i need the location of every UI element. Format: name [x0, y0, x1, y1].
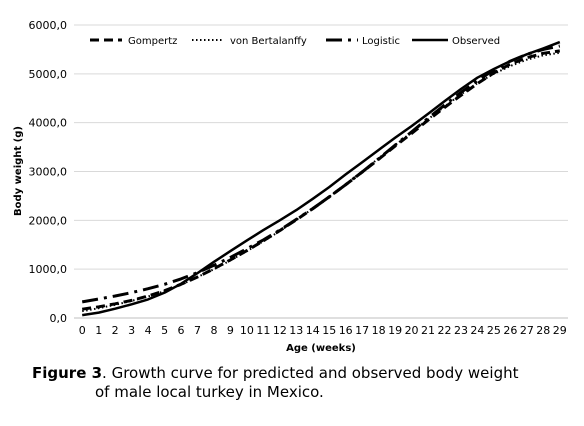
x-tick-label: 27 [520, 324, 534, 337]
series-line-gompertz [81, 49, 561, 311]
x-axis-ticks: 0 1 2 3 4 5 6 7 8 9 10 11 12 13 14 15 16 17 18 19 20 21 22 23 24… [79, 324, 567, 337]
gridlines [74, 24, 568, 319]
x-tick-label: 25 [487, 324, 501, 337]
x-tick-label: 11 [256, 324, 270, 337]
y-tick-label: 3000,0 [29, 166, 68, 179]
legend-label: von Bertalanffy [230, 36, 307, 47]
figure-caption: Figure 3. Growth curve for predicted and… [32, 364, 572, 402]
x-tick-label: 19 [388, 324, 402, 337]
x-tick-label: 21 [421, 324, 435, 337]
y-tick-label: 6000,0 [29, 19, 68, 32]
x-tick-label: 12 [273, 324, 287, 337]
legend: Gompertz von Bertalanffy Logistic Observed [90, 36, 500, 47]
x-tick-label: 8 [210, 324, 217, 337]
legend-label: Observed [452, 36, 500, 47]
series-line-von-bertalanffy [82, 51, 560, 313]
y-axis-title: Body weight (g) [13, 126, 24, 216]
x-tick-label: 4 [145, 324, 152, 337]
x-tick-label: 15 [322, 324, 336, 337]
x-tick-label: 2 [112, 324, 119, 337]
x-tick-label: 28 [536, 324, 550, 337]
caption-label: Figure 3 [32, 364, 103, 382]
x-tick-label: 13 [289, 324, 303, 337]
caption-text-line2: of male local turkey in Mexico. [95, 383, 324, 401]
x-tick-label: 7 [194, 324, 201, 337]
legend-label: Logistic [362, 36, 400, 47]
x-axis-title: Age (weeks) [286, 343, 356, 354]
growth-chart: 0,01000,02000,03000,04000,05000,06000,0 … [13, 19, 568, 354]
y-tick-label: 0,0 [50, 312, 68, 325]
x-tick-label: 9 [227, 324, 234, 337]
y-tick-label: 5000,0 [29, 68, 68, 81]
x-tick-label: 26 [503, 324, 517, 337]
x-tick-label: 29 [553, 324, 567, 337]
legend-label: Gompertz [128, 36, 177, 47]
x-tick-label: 3 [128, 324, 135, 337]
y-tick-label: 2000,0 [29, 214, 68, 227]
x-tick-label: 14 [306, 324, 320, 337]
y-tick-label: 4000,0 [29, 117, 68, 130]
x-tick-label: 16 [339, 324, 353, 337]
x-tick-label: 6 [178, 324, 185, 337]
caption-text-line1: . Growth curve for predicted and observe… [102, 364, 519, 382]
x-tick-label: 23 [454, 324, 468, 337]
x-tick-label: 18 [372, 324, 386, 337]
x-tick-label: 20 [405, 324, 419, 337]
x-tick-label: 22 [438, 324, 452, 337]
y-axis-ticks: 0,0 1000,0 2000,0 3000,0 4000,0 5000,0 6000,0 [29, 19, 68, 325]
y-tick-label: 1000,0 [29, 263, 68, 276]
x-tick-label: 24 [470, 324, 484, 337]
series-line-observed [82, 40, 561, 317]
x-tick-label: 1 [95, 324, 102, 337]
series-line-logistic [81, 44, 561, 304]
x-tick-label: 10 [240, 324, 254, 337]
x-tick-label: 17 [355, 324, 369, 337]
x-tick-label: 5 [161, 324, 168, 337]
x-tick-label: 0 [79, 324, 86, 337]
series-lines [81, 40, 561, 317]
